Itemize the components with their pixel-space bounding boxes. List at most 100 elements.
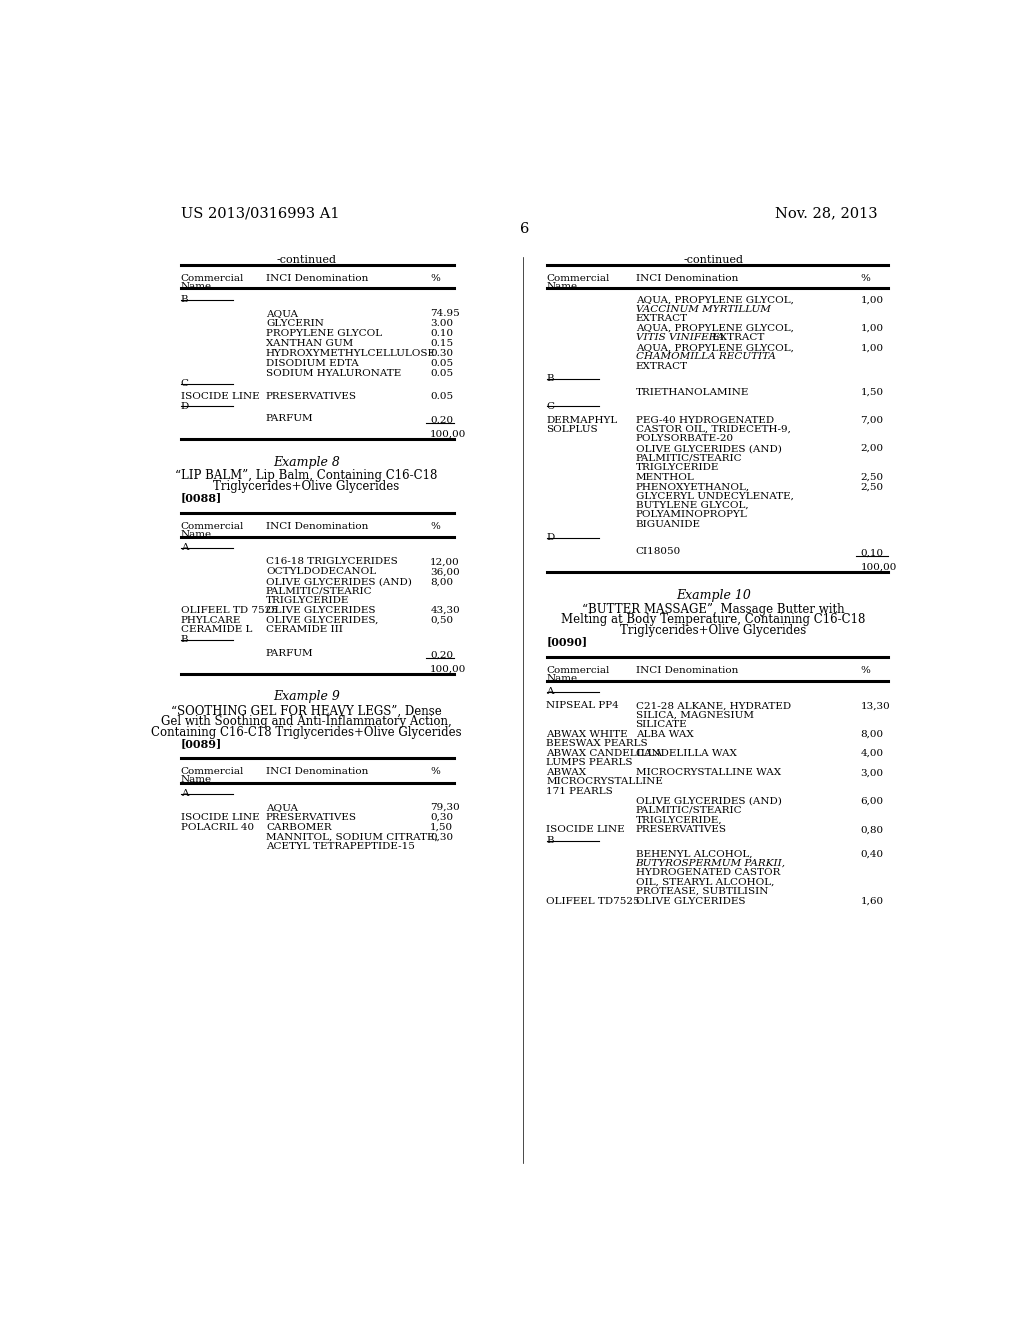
Text: %: % bbox=[430, 275, 440, 282]
Text: D: D bbox=[547, 533, 555, 543]
Text: ISOCIDE LINE: ISOCIDE LINE bbox=[547, 825, 625, 834]
Text: ABWAX CANDELILLA: ABWAX CANDELILLA bbox=[547, 748, 663, 758]
Text: B: B bbox=[180, 296, 188, 305]
Text: 100,00: 100,00 bbox=[860, 562, 897, 572]
Text: “LIP BALM”, Lip Balm, Containing C16-C18: “LIP BALM”, Lip Balm, Containing C16-C18 bbox=[175, 470, 437, 483]
Text: 0.30: 0.30 bbox=[430, 350, 454, 358]
Text: 1,00: 1,00 bbox=[860, 343, 884, 352]
Text: Triglycerides+Olive Glycerides: Triglycerides+Olive Glycerides bbox=[213, 480, 399, 494]
Text: Commercial: Commercial bbox=[547, 275, 610, 282]
Text: [0088]: [0088] bbox=[180, 492, 222, 504]
Text: 100,00: 100,00 bbox=[430, 429, 467, 438]
Text: PEG-40 HYDROGENATED: PEG-40 HYDROGENATED bbox=[636, 416, 774, 425]
Text: 0,20: 0,20 bbox=[430, 651, 454, 660]
Text: 0,30: 0,30 bbox=[430, 813, 454, 822]
Text: XANTHAN GUM: XANTHAN GUM bbox=[266, 339, 353, 348]
Text: AQUA: AQUA bbox=[266, 803, 298, 812]
Text: 8,00: 8,00 bbox=[430, 577, 454, 586]
Text: 0.05: 0.05 bbox=[430, 370, 454, 379]
Text: OLIFEEL TD 7525: OLIFEEL TD 7525 bbox=[180, 606, 278, 615]
Text: OLIVE GLYCERIDES: OLIVE GLYCERIDES bbox=[266, 606, 376, 615]
Text: 0,50: 0,50 bbox=[430, 615, 454, 624]
Text: BEHENYL ALCOHOL,: BEHENYL ALCOHOL, bbox=[636, 850, 752, 859]
Text: BUTYLENE GLYCOL,: BUTYLENE GLYCOL, bbox=[636, 502, 749, 510]
Text: MICROCRYSTALLINE: MICROCRYSTALLINE bbox=[547, 777, 664, 787]
Text: TRIGLYCERIDE,: TRIGLYCERIDE, bbox=[636, 816, 722, 824]
Text: SODIUM HYALURONATE: SODIUM HYALURONATE bbox=[266, 370, 401, 379]
Text: PROTEASE, SUBTILISIN: PROTEASE, SUBTILISIN bbox=[636, 887, 768, 896]
Text: B: B bbox=[180, 635, 188, 644]
Text: Nov. 28, 2013: Nov. 28, 2013 bbox=[775, 206, 878, 220]
Text: Name: Name bbox=[180, 529, 212, 539]
Text: 171 PEARLS: 171 PEARLS bbox=[547, 787, 613, 796]
Text: 1,00: 1,00 bbox=[860, 296, 884, 305]
Text: VITIS VINIFERA: VITIS VINIFERA bbox=[636, 333, 724, 342]
Text: CARBOMER: CARBOMER bbox=[266, 822, 332, 832]
Text: 6: 6 bbox=[520, 222, 529, 235]
Text: DISODIUM EDTA: DISODIUM EDTA bbox=[266, 359, 358, 368]
Text: EXTRACT: EXTRACT bbox=[636, 314, 688, 323]
Text: Name: Name bbox=[547, 281, 578, 290]
Text: Example 9: Example 9 bbox=[272, 690, 340, 704]
Text: CHAMOMILLA RECUTITA: CHAMOMILLA RECUTITA bbox=[636, 352, 775, 362]
Text: POLACRIL 40: POLACRIL 40 bbox=[180, 822, 254, 832]
Text: ABWAX WHITE: ABWAX WHITE bbox=[547, 730, 628, 739]
Text: ISOCIDE LINE: ISOCIDE LINE bbox=[180, 392, 259, 401]
Text: 8,00: 8,00 bbox=[860, 730, 884, 739]
Text: Containing C16-C18 Triglycerides+Olive Glycerides: Containing C16-C18 Triglycerides+Olive G… bbox=[151, 726, 462, 739]
Text: PHYLCARE: PHYLCARE bbox=[180, 615, 241, 624]
Text: -continued: -continued bbox=[683, 255, 743, 264]
Text: TRIETHANOLAMINE: TRIETHANOLAMINE bbox=[636, 388, 749, 397]
Text: [0089]: [0089] bbox=[180, 738, 222, 750]
Text: GLYCERIN: GLYCERIN bbox=[266, 319, 324, 329]
Text: 0,10: 0,10 bbox=[860, 549, 884, 558]
Text: ABWAX: ABWAX bbox=[547, 768, 587, 777]
Text: Commercial: Commercial bbox=[180, 275, 244, 282]
Text: PRESERVATIVES: PRESERVATIVES bbox=[266, 392, 357, 401]
Text: BEESWAX PEARLS: BEESWAX PEARLS bbox=[547, 739, 648, 748]
Text: SILICA, MAGNESIUM: SILICA, MAGNESIUM bbox=[636, 710, 754, 719]
Text: [0090]: [0090] bbox=[547, 636, 588, 648]
Text: OLIVE GLYCERIDES,: OLIVE GLYCERIDES, bbox=[266, 615, 378, 624]
Text: Melting at Body Temperature, Containing C16-C18: Melting at Body Temperature, Containing … bbox=[561, 614, 865, 627]
Text: MANNITOL, SODIUM CITRATE,: MANNITOL, SODIUM CITRATE, bbox=[266, 833, 437, 842]
Text: PALMITIC/STEARIC: PALMITIC/STEARIC bbox=[636, 453, 742, 462]
Text: SILICATE: SILICATE bbox=[636, 719, 687, 729]
Text: INCI Denomination: INCI Denomination bbox=[266, 521, 369, 531]
Text: %: % bbox=[860, 275, 870, 282]
Text: ACETYL TETRAPEPTIDE-15: ACETYL TETRAPEPTIDE-15 bbox=[266, 842, 415, 851]
Text: INCI Denomination: INCI Denomination bbox=[266, 767, 369, 776]
Text: 1,60: 1,60 bbox=[860, 896, 884, 906]
Text: Example 10: Example 10 bbox=[676, 589, 751, 602]
Text: A: A bbox=[180, 544, 188, 552]
Text: PALMITIC/STEARIC: PALMITIC/STEARIC bbox=[636, 807, 742, 814]
Text: PRESERVATIVES: PRESERVATIVES bbox=[266, 813, 357, 822]
Text: “SOOTHING GEL FOR HEAVY LEGS”, Dense: “SOOTHING GEL FOR HEAVY LEGS”, Dense bbox=[171, 705, 441, 717]
Text: CI18050: CI18050 bbox=[636, 548, 681, 556]
Text: AQUA, PROPYLENE GLYCOL,: AQUA, PROPYLENE GLYCOL, bbox=[636, 323, 794, 333]
Text: 6,00: 6,00 bbox=[860, 797, 884, 805]
Text: 1,50: 1,50 bbox=[430, 822, 454, 832]
Text: 1,00: 1,00 bbox=[860, 323, 884, 333]
Text: US 2013/0316993 A1: US 2013/0316993 A1 bbox=[180, 206, 339, 220]
Text: Commercial: Commercial bbox=[547, 665, 610, 675]
Text: 0.05: 0.05 bbox=[430, 392, 454, 401]
Text: 43,30: 43,30 bbox=[430, 606, 460, 615]
Text: CANDELILLA WAX: CANDELILLA WAX bbox=[636, 748, 736, 758]
Text: PALMITIC/STEARIC: PALMITIC/STEARIC bbox=[266, 586, 373, 595]
Text: PARFUM: PARFUM bbox=[266, 414, 313, 422]
Text: 100,00: 100,00 bbox=[430, 664, 467, 673]
Text: %: % bbox=[860, 665, 870, 675]
Text: OLIVE GLYCERIDES (AND): OLIVE GLYCERIDES (AND) bbox=[266, 577, 412, 586]
Text: AQUA, PROPYLENE GLYCOL,: AQUA, PROPYLENE GLYCOL, bbox=[636, 296, 794, 305]
Text: SOLPLUS: SOLPLUS bbox=[547, 425, 598, 434]
Text: C: C bbox=[180, 379, 188, 388]
Text: VACCINUM MYRTILLUM: VACCINUM MYRTILLUM bbox=[636, 305, 770, 314]
Text: OLIVE GLYCERIDES: OLIVE GLYCERIDES bbox=[636, 896, 745, 906]
Text: CASTOR OIL, TRIDECETH-9,: CASTOR OIL, TRIDECETH-9, bbox=[636, 425, 791, 434]
Text: OLIVE GLYCERIDES (AND): OLIVE GLYCERIDES (AND) bbox=[636, 444, 781, 453]
Text: %: % bbox=[430, 767, 440, 776]
Text: -continued: -continued bbox=[276, 255, 336, 264]
Text: POLYSORBATE-20: POLYSORBATE-20 bbox=[636, 434, 734, 444]
Text: Gel with Soothing and Anti-Inflammatory Action,: Gel with Soothing and Anti-Inflammatory … bbox=[161, 715, 452, 729]
